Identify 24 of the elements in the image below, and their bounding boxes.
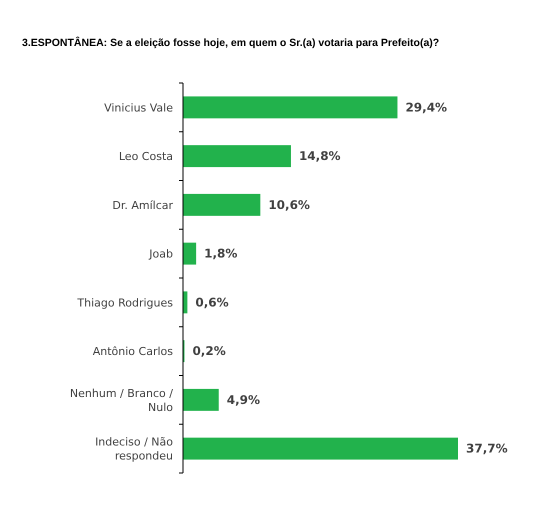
bar [183,242,196,265]
bar [183,194,260,216]
data-label: 10,6% [268,198,310,212]
y-tick-label: Dr. Amílcar [112,198,174,212]
data-label: 4,9% [226,392,260,407]
y-tick-label: Antônio Carlos [92,344,174,358]
bar [183,145,291,168]
data-label: 0,6% [195,295,229,310]
data-label: 37,7% [466,442,508,456]
y-tick-label: Thiago Rodrigues [76,296,174,309]
bar [183,291,188,314]
y-tick-label: Leo Costa [118,150,173,163]
data-label: 1,8% [204,246,238,261]
bar [183,388,219,411]
y-tick-label: Indeciso / Não respondeu [95,435,174,462]
data-label: 29,4% [405,100,448,114]
y-tick-label: Nenhum / Branco / Nulo [70,386,174,414]
bar [183,438,458,460]
chart-title: 3.ESPONTÂNEA: Se a eleição fosse hoje, em quem o Sr.(a) votaria para Prefeito(a)? [22,36,440,49]
data-label: 14,8% [298,149,341,164]
bar [183,96,398,118]
data-label: 0,2% [192,344,226,358]
y-tick-label: Vinicius Vale [104,100,174,114]
y-tick-label: Joab [148,247,174,260]
